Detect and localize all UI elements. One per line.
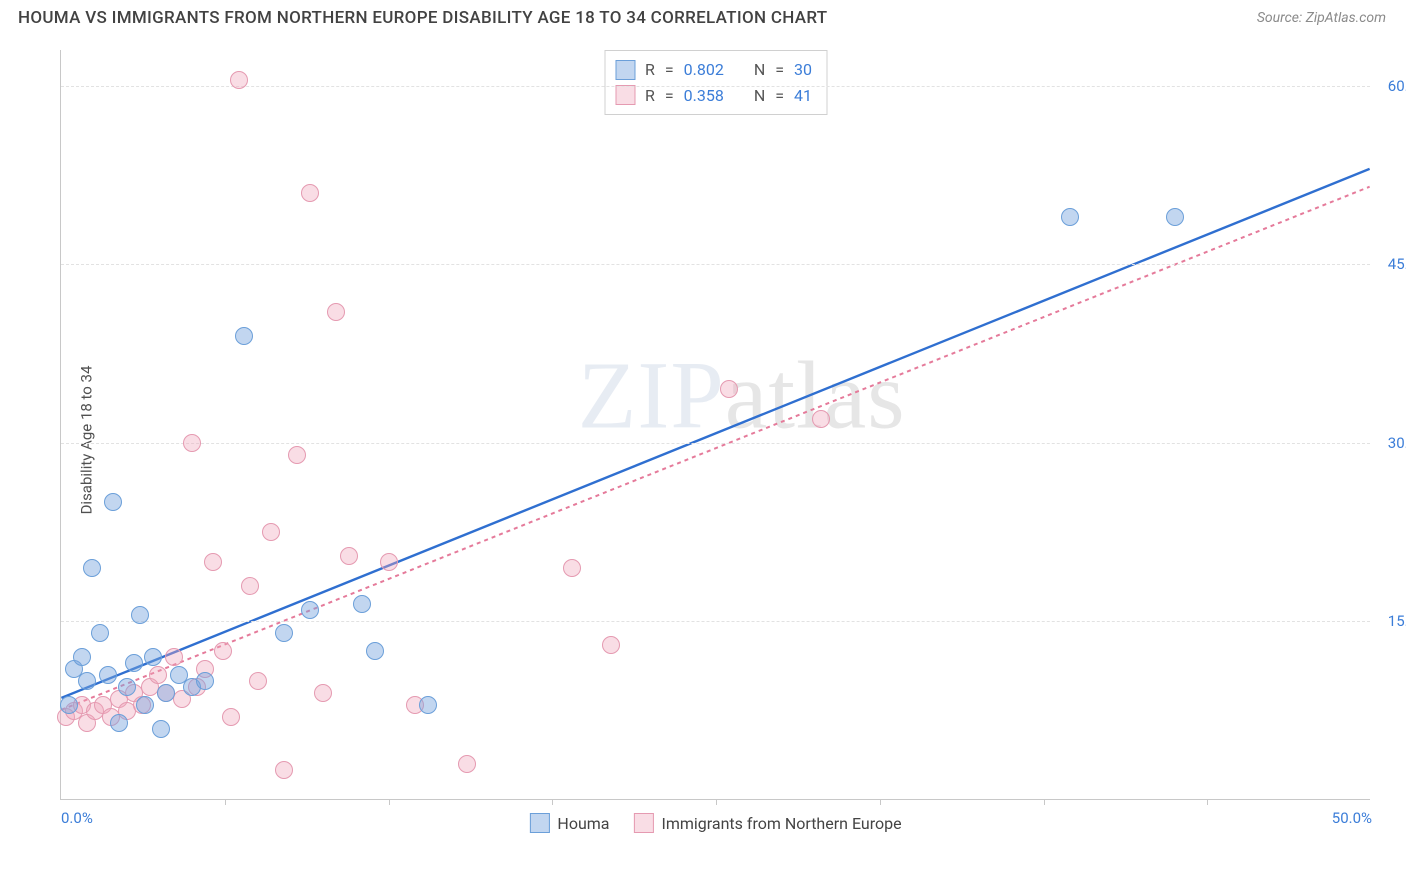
trend-line-houma <box>61 169 1369 698</box>
scatter-point-houma <box>83 559 101 577</box>
y-gridline <box>61 264 1370 265</box>
scatter-point-nne <box>602 636 620 654</box>
plot-area: ZIPatlas R = 0.802 N = 30 R = 0.358 N <box>60 50 1370 800</box>
scatter-point-nne <box>214 642 232 660</box>
stats-legend: R = 0.802 N = 30 R = 0.358 N = 41 <box>604 50 827 115</box>
scatter-point-nne <box>380 553 398 571</box>
legend-label-houma: Houma <box>557 814 609 833</box>
scatter-point-houma <box>301 601 319 619</box>
scatter-point-houma <box>419 696 437 714</box>
scatter-point-nne <box>720 380 738 398</box>
scatter-point-houma <box>366 642 384 660</box>
scatter-point-nne <box>222 708 240 726</box>
x-tick-mark <box>1207 799 1208 805</box>
scatter-point-nne <box>262 523 280 541</box>
eq-sign: = <box>665 57 674 83</box>
scatter-point-houma <box>104 493 122 511</box>
stats-row-houma: R = 0.802 N = 30 <box>615 57 812 83</box>
chart-source: Source: ZipAtlas.com <box>1257 10 1386 26</box>
n-label: N <box>754 57 765 83</box>
scatter-point-nne <box>275 761 293 779</box>
x-tick-mark <box>880 799 881 805</box>
scatter-point-nne <box>340 547 358 565</box>
watermark-zip: ZIP <box>578 341 725 448</box>
r-value-houma: 0.802 <box>684 57 724 83</box>
scatter-point-houma <box>196 672 214 690</box>
y-gridline <box>61 621 1370 622</box>
scatter-point-nne <box>183 434 201 452</box>
scatter-point-nne <box>812 410 830 428</box>
source-prefix: Source: <box>1257 10 1306 26</box>
scatter-point-houma <box>91 624 109 642</box>
scatter-point-houma <box>110 714 128 732</box>
scatter-point-houma <box>136 696 154 714</box>
eq-sign: = <box>775 57 784 83</box>
chart-title: HOUMA VS IMMIGRANTS FROM NORTHERN EUROPE… <box>18 8 827 28</box>
watermark-atlas: atlas <box>725 341 906 448</box>
swatch-houma-icon <box>615 60 635 80</box>
y-tick-label: 30.0% <box>1388 434 1406 452</box>
scatter-point-houma <box>99 666 117 684</box>
scatter-point-houma <box>131 606 149 624</box>
scatter-point-houma <box>235 327 253 345</box>
scatter-point-houma <box>73 648 91 666</box>
legend-item-houma: Houma <box>529 813 609 833</box>
watermark: ZIPatlas <box>578 339 906 450</box>
scatter-point-nne <box>204 553 222 571</box>
scatter-point-houma <box>1166 208 1184 226</box>
legend-label-nne: Immigrants from Northern Europe <box>661 814 901 833</box>
scatter-point-nne <box>288 446 306 464</box>
y-tick-label: 60.0% <box>1388 77 1406 95</box>
r-label: R <box>645 57 655 83</box>
scatter-point-nne <box>314 684 332 702</box>
scatter-point-houma <box>1061 208 1079 226</box>
y-tick-label: 15.0% <box>1388 612 1406 630</box>
scatter-point-houma <box>125 654 143 672</box>
scatter-point-houma <box>157 684 175 702</box>
y-gridline <box>61 443 1370 444</box>
scatter-point-houma <box>78 672 96 690</box>
scatter-point-houma <box>60 696 78 714</box>
x-tick-label: 0.0% <box>61 809 93 827</box>
scatter-point-houma <box>275 624 293 642</box>
chart-header: HOUMA VS IMMIGRANTS FROM NORTHERN EUROPE… <box>0 0 1406 32</box>
scatter-point-nne <box>149 666 167 684</box>
scatter-point-nne <box>230 71 248 89</box>
chart-container: Disability Age 18 to 34 ZIPatlas R = 0.8… <box>18 40 1388 840</box>
x-tick-label: 50.0% <box>1332 809 1372 827</box>
x-tick-mark <box>1044 799 1045 805</box>
scatter-point-nne <box>458 755 476 773</box>
legend-swatch-nne-icon <box>633 813 653 833</box>
scatter-point-nne <box>249 672 267 690</box>
y-tick-label: 45.0% <box>1388 255 1406 273</box>
y-gridline <box>61 86 1370 87</box>
scatter-point-nne <box>165 648 183 666</box>
n-value-houma: 30 <box>794 57 812 83</box>
scatter-point-houma <box>118 678 136 696</box>
source-name: ZipAtlas.com <box>1306 10 1386 26</box>
x-tick-mark <box>716 799 717 805</box>
scatter-point-nne <box>327 303 345 321</box>
scatter-point-houma <box>353 595 371 613</box>
bottom-legend: Houma Immigrants from Northern Europe <box>529 813 901 833</box>
x-tick-mark <box>552 799 553 805</box>
swatch-nne-icon <box>615 85 635 105</box>
legend-item-nne: Immigrants from Northern Europe <box>633 813 901 833</box>
scatter-point-nne <box>241 577 259 595</box>
x-tick-mark <box>389 799 390 805</box>
scatter-point-houma <box>152 720 170 738</box>
legend-swatch-houma-icon <box>529 813 549 833</box>
scatter-point-houma <box>144 648 162 666</box>
scatter-point-nne <box>301 184 319 202</box>
scatter-point-nne <box>563 559 581 577</box>
x-tick-mark <box>225 799 226 805</box>
